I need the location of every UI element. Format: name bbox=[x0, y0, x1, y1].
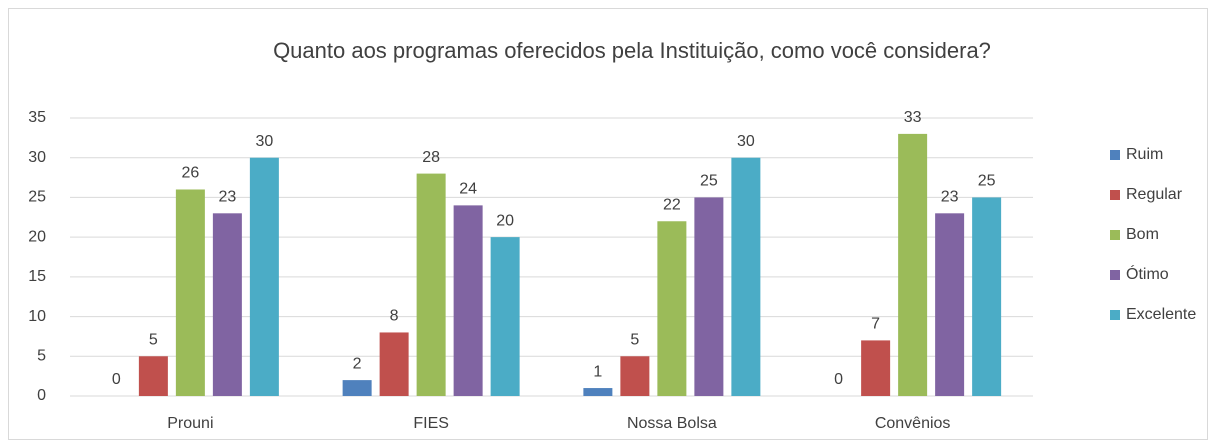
value-label: 30 bbox=[255, 133, 273, 150]
legend-label: Excelente bbox=[1126, 306, 1196, 323]
legend-swatch bbox=[1110, 230, 1120, 240]
value-label: 20 bbox=[496, 212, 514, 229]
x-tick-label: Convênios bbox=[875, 415, 951, 432]
bar bbox=[583, 388, 613, 396]
bar bbox=[175, 189, 205, 396]
bar bbox=[138, 356, 168, 396]
bar bbox=[657, 221, 687, 396]
y-tick-label: 5 bbox=[37, 348, 46, 365]
legend-label: Bom bbox=[1126, 226, 1159, 243]
value-label: 5 bbox=[630, 332, 639, 349]
bar bbox=[212, 213, 242, 396]
value-label: 23 bbox=[941, 189, 959, 206]
value-label: 7 bbox=[871, 316, 880, 333]
value-label: 24 bbox=[459, 181, 477, 198]
y-tick-label: 30 bbox=[28, 149, 46, 166]
legend-label: Ótimo bbox=[1126, 264, 1169, 283]
bar bbox=[731, 157, 761, 396]
bar bbox=[898, 133, 928, 396]
legend-swatch bbox=[1110, 310, 1120, 320]
value-label: 25 bbox=[700, 173, 718, 190]
y-tick-label: 35 bbox=[28, 109, 46, 126]
value-label: 33 bbox=[904, 109, 922, 126]
value-label: 8 bbox=[390, 308, 399, 325]
bar bbox=[490, 237, 520, 396]
bar bbox=[861, 340, 891, 396]
value-label: 25 bbox=[978, 173, 996, 190]
value-label: 1 bbox=[593, 363, 602, 380]
y-tick-label: 10 bbox=[28, 308, 46, 325]
value-label: 0 bbox=[834, 371, 843, 388]
chart-border bbox=[8, 8, 1208, 440]
x-tick-label: FIES bbox=[413, 415, 449, 432]
x-tick-label: Prouni bbox=[167, 415, 213, 432]
bar bbox=[342, 380, 372, 396]
value-label: 5 bbox=[149, 332, 158, 349]
y-tick-label: 0 bbox=[37, 387, 46, 404]
legend-swatch bbox=[1110, 190, 1120, 200]
value-label: 26 bbox=[181, 165, 199, 182]
bar bbox=[972, 197, 1002, 396]
value-label: 30 bbox=[737, 133, 755, 150]
chart-title: Quanto aos programas oferecidos pela Ins… bbox=[273, 38, 991, 63]
bar bbox=[935, 213, 965, 396]
value-label: 2 bbox=[353, 355, 362, 372]
bar bbox=[453, 205, 483, 396]
bar bbox=[249, 157, 279, 396]
value-label: 22 bbox=[663, 196, 681, 213]
bar bbox=[379, 332, 409, 396]
legend-label: Regular bbox=[1126, 186, 1183, 203]
bar bbox=[694, 197, 724, 396]
y-tick-label: 25 bbox=[28, 189, 46, 206]
bar bbox=[620, 356, 650, 396]
legend-label: Ruim bbox=[1126, 146, 1163, 163]
legend-swatch bbox=[1110, 150, 1120, 160]
value-label: 23 bbox=[218, 189, 236, 206]
value-label: 28 bbox=[422, 149, 440, 166]
legend-swatch bbox=[1110, 270, 1120, 280]
x-tick-label: Nossa Bolsa bbox=[627, 415, 717, 432]
y-tick-label: 20 bbox=[28, 228, 46, 245]
value-label: 0 bbox=[112, 371, 121, 388]
y-tick-label: 15 bbox=[28, 268, 46, 285]
bar bbox=[416, 173, 446, 396]
